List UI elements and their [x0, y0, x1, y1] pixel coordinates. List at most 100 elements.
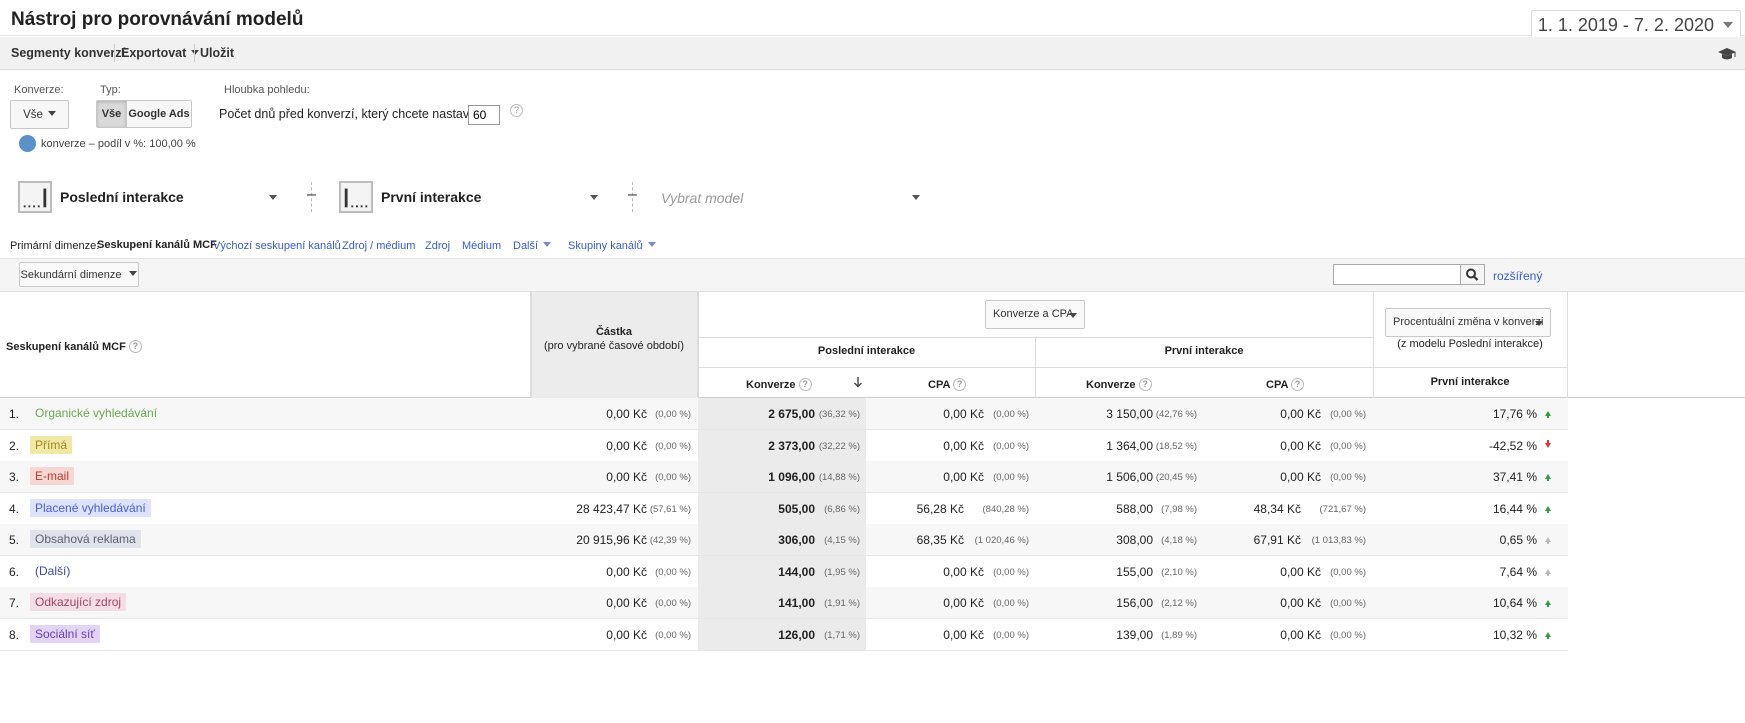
- cpa2-pct: (0,00 %): [1330, 629, 1366, 641]
- dimension-default-channel[interactable]: Výchozí seskupení kanálů: [213, 240, 341, 252]
- channel-link[interactable]: Sociální síť: [30, 624, 100, 643]
- conv2-pct: (7,98 %): [1161, 503, 1197, 515]
- conv1-value: 2 675,00: [768, 407, 815, 421]
- model-divider: [632, 182, 633, 212]
- change-value: 7,64 %: [1499, 564, 1537, 579]
- channel-link[interactable]: Obsahová reklama: [30, 530, 141, 548]
- page-header: Nástroj pro porovnávání modelů: [0, 0, 1745, 36]
- conv1-pct: (36,32 %): [818, 409, 860, 420]
- change-select[interactable]: Procentuální změna v konverzi: [1385, 308, 1551, 337]
- row-number: 7.: [9, 596, 20, 610]
- amount-value: 0,00 Kč: [606, 438, 647, 453]
- channel-link[interactable]: Přímá: [30, 435, 73, 454]
- help-icon[interactable]: ?: [128, 340, 142, 353]
- help-icon[interactable]: ?: [1138, 378, 1152, 391]
- conv1-pct: (1,91 %): [824, 598, 860, 609]
- cpa2-value: 0,00 Kč: [1280, 407, 1321, 421]
- conv1-value: 141,00: [778, 596, 815, 610]
- help-icon[interactable]: ?: [953, 378, 967, 391]
- arrow-down-icon: [1545, 439, 1551, 448]
- export-button[interactable]: Exportovat: [121, 46, 200, 60]
- arrow-up-icon: [1545, 505, 1551, 513]
- search-button[interactable]: [1461, 264, 1485, 285]
- cpa1-value: 0,00 Kč: [943, 438, 984, 453]
- conv2-header-label: Konverze: [1086, 379, 1136, 391]
- arrow-up-icon: [1545, 631, 1551, 639]
- cpa1-header-label: CPA: [928, 379, 950, 391]
- last-interaction-icon: [18, 181, 52, 213]
- help-icon[interactable]: ?: [798, 378, 812, 391]
- model-minus: –: [307, 186, 316, 203]
- dimension-mcf-active: Seskupení kanálů MCF: [97, 239, 217, 251]
- model2-select[interactable]: První interakce: [339, 181, 604, 215]
- row-number: 5.: [9, 533, 20, 547]
- conv2-value: 155,00: [1116, 564, 1153, 579]
- channel-link[interactable]: Organické vyhledávání: [35, 406, 158, 420]
- help-icon[interactable]: ?: [510, 104, 523, 117]
- metric-select[interactable]: Konverze a CPA: [985, 300, 1085, 329]
- model3-select[interactable]: Vybrat model: [661, 181, 926, 215]
- conv1-value: 1 096,00: [768, 470, 815, 484]
- cpa2-value: 0,00 Kč: [1280, 564, 1321, 579]
- dimension-source[interactable]: Zdroj: [425, 240, 451, 252]
- table-row: 8. Sociální síť (0,00 %) 0,00 Kč (1,71 %) 126…: [0, 618, 1568, 651]
- dimension-more[interactable]: Další: [513, 240, 552, 252]
- dimension-medium[interactable]: Médium: [462, 240, 502, 252]
- chevron-down-icon: [1535, 321, 1543, 326]
- arrow-up-icon: [1545, 600, 1551, 607]
- conv1-pct: (4,15 %): [824, 535, 860, 546]
- dimension-channel-groups[interactable]: Skupiny kanálů: [568, 240, 656, 252]
- cpa1-value: 56,28 Kč: [916, 501, 964, 516]
- table-row: 4. Placené vyhledávání (57,61 %) 28 423,47 …: [0, 492, 1568, 525]
- type-google-ads-button[interactable]: Google Ads: [126, 100, 192, 128]
- help-icon[interactable]: ?: [1291, 378, 1305, 391]
- conv1-pct: (6,86 %): [824, 503, 860, 515]
- dim-header-label: Seskupení kanálů MCF: [6, 341, 126, 353]
- type-all-button[interactable]: Vše: [96, 100, 127, 128]
- channel-link[interactable]: Placené vyhledávání: [30, 498, 151, 517]
- dimension-source-medium[interactable]: Zdroj / médium: [342, 240, 416, 252]
- cpa2-pct: (0,00 %): [1330, 440, 1366, 452]
- amount-value: 20 915,96 Kč: [576, 533, 647, 547]
- conv1-header[interactable]: Konverze ?: [746, 378, 812, 391]
- arrow-up-icon: [1545, 474, 1551, 481]
- conv1-value: 144,00: [778, 564, 815, 579]
- toolbar: Segmenty konverzí Exportovat Uložit: [0, 37, 1745, 70]
- cpa1-pct: (0,00 %): [993, 566, 1029, 578]
- chevron-down-icon: [1069, 313, 1077, 318]
- model1-select[interactable]: Poslední interakce: [18, 181, 283, 215]
- conv1-value: 2 373,00: [768, 438, 815, 453]
- segments-button[interactable]: Segmenty konverzí: [11, 46, 125, 60]
- sort-down-icon[interactable]: [853, 376, 863, 388]
- cpa1-pct: (1 020,46 %): [974, 535, 1029, 546]
- cpa1-pct: (0,00 %): [993, 409, 1029, 420]
- cpa2-pct: (0,00 %): [1330, 566, 1366, 578]
- channel-link[interactable]: (Další): [35, 563, 71, 578]
- channel-link[interactable]: Odkazující zdroj: [30, 593, 127, 611]
- graduation-cap-icon[interactable]: [1717, 47, 1737, 61]
- conv2-pct: (2,10 %): [1161, 566, 1197, 578]
- cpa2-header[interactable]: CPA ?: [1266, 378, 1305, 391]
- advanced-link[interactable]: rozšířený: [1493, 269, 1543, 283]
- search-input[interactable]: [1333, 264, 1461, 285]
- row-number: 8.: [9, 627, 20, 642]
- conv1-pct: (1,71 %): [824, 629, 860, 641]
- first-interaction-icon: [339, 181, 373, 213]
- date-range-picker[interactable]: 1. 1. 2019 - 7. 2. 2020: [1530, 10, 1741, 40]
- save-button[interactable]: Uložit: [200, 46, 235, 60]
- conv2-header[interactable]: Konverze ?: [1086, 378, 1152, 391]
- row-number: 4.: [9, 501, 20, 516]
- cpa1-pct: (0,00 %): [993, 440, 1029, 452]
- amount-pct: (0,00 %): [655, 409, 691, 420]
- cpa1-value: 0,00 Kč: [943, 627, 984, 642]
- dimension-column-header: Seskupení kanálů MCF ?: [6, 340, 142, 353]
- lookback-days-input[interactable]: [468, 105, 500, 125]
- conversion-select[interactable]: Vše: [10, 100, 69, 129]
- group2-header: První interakce: [1164, 345, 1244, 357]
- channel-link[interactable]: E-mail: [30, 467, 75, 485]
- conv2-value: 1 364,00: [1106, 438, 1153, 453]
- secondary-dimension-button[interactable]: Sekundární dimenze: [19, 262, 139, 287]
- chevron-down-icon: [590, 195, 598, 200]
- cpa1-header[interactable]: CPA ?: [928, 378, 967, 391]
- amount-pct: (0,00 %): [655, 566, 691, 578]
